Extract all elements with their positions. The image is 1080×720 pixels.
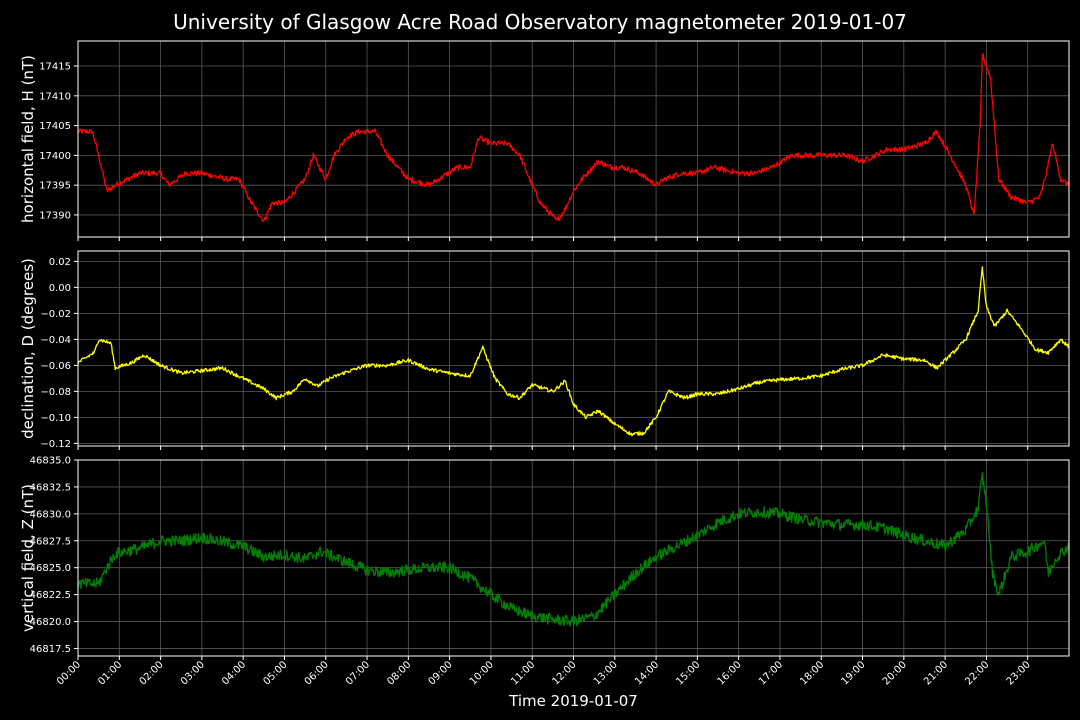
y-tick-label-z: 46820.0 xyxy=(30,617,71,628)
series-line-h xyxy=(77,53,1070,222)
y-tick-label-d: 0.02 xyxy=(49,257,71,268)
y-tick-label-h: 17410 xyxy=(39,91,71,102)
y-tick-label-z: 46832.5 xyxy=(30,482,71,493)
y-tick-label-h: 17400 xyxy=(39,151,71,162)
y-tick-label-d: −0.12 xyxy=(40,439,71,450)
y-tick-label-d: −0.10 xyxy=(40,413,71,424)
y-axis-label-d: declination, D (degrees) xyxy=(19,258,37,439)
panel-h: 17390 17395 17400 17405 17410 17415horizontal… xyxy=(19,40,1070,241)
x-axis-label: Time 2019-01-07 xyxy=(508,692,638,710)
y-tick-label-z: 46825.0 xyxy=(30,563,71,574)
y-tick-label-z: 46827.5 xyxy=(30,536,71,547)
y-tick-label-d: −0.02 xyxy=(40,309,71,320)
y-tick-label-z: 46822.5 xyxy=(30,590,71,601)
y-tick-label-d: −0.04 xyxy=(40,335,71,346)
y-tick-label-z: 46817.5 xyxy=(30,644,71,655)
series-line-z xyxy=(77,472,1070,627)
y-tick-label-d: 0.00 xyxy=(49,283,71,294)
y-tick-label-h: 17395 xyxy=(39,181,71,192)
y-axis-label-h: horizontal field, H (nT) xyxy=(19,55,37,223)
panel-z: 46817.5 46820.0 46822.5 46825.0 46827.5 46830… xyxy=(19,456,1070,660)
y-axis-label-z: vertical field, Z (nT) xyxy=(19,484,37,632)
y-tick-label-z: 46835.0 xyxy=(30,456,71,467)
y-tick-label-h: 17405 xyxy=(39,121,71,132)
y-tick-label-z: 46830.0 xyxy=(30,509,71,520)
figure-title: University of Glasgow Acre Road Observat… xyxy=(173,10,907,34)
panel-d: −0.12 −0.10 −0.08 −0.06 −0.04 −0.02 0.00 0.02 de… xyxy=(19,250,1070,450)
series-line-d xyxy=(77,266,1070,437)
y-tick-label-d: −0.06 xyxy=(40,361,71,372)
y-tick-label-h: 17415 xyxy=(39,62,71,73)
y-tick-label-d: −0.08 xyxy=(40,387,71,398)
y-tick-label-h: 17390 xyxy=(39,210,71,221)
